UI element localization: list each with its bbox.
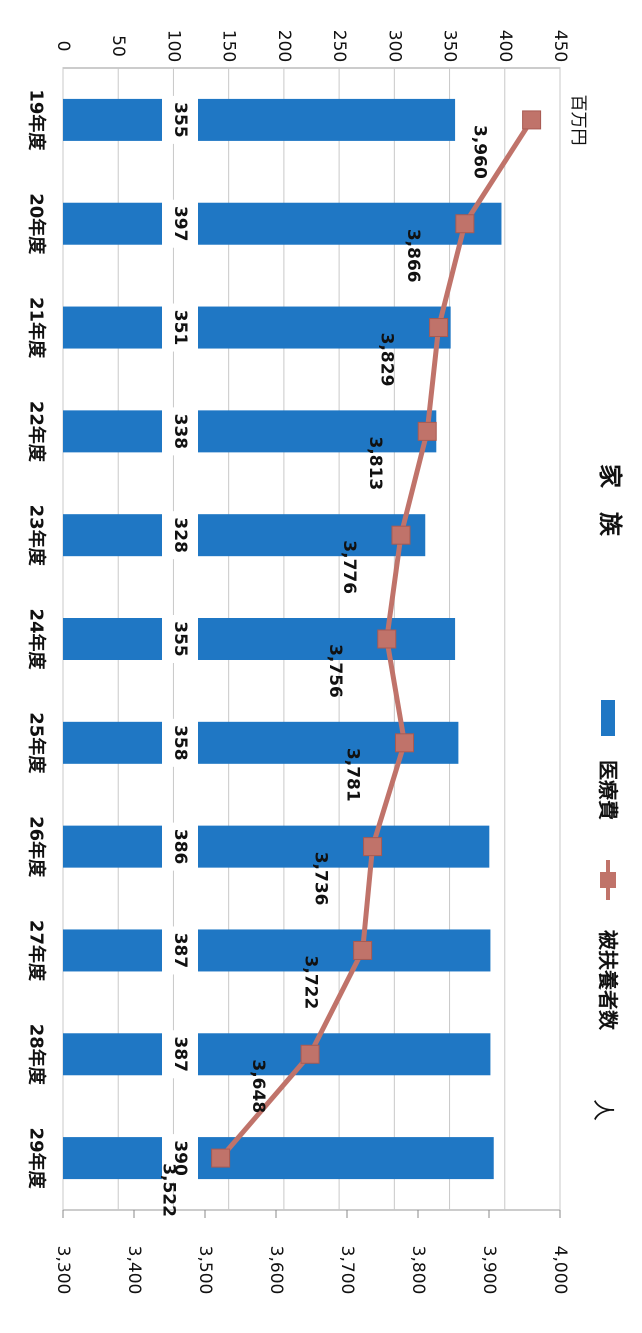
bar-label-bg xyxy=(162,1134,198,1183)
bar xyxy=(63,825,490,868)
line-data-label: 3,648 xyxy=(248,1059,268,1113)
category-label: 24年度 xyxy=(26,608,48,670)
legend-line-marker xyxy=(600,872,616,888)
line-marker xyxy=(211,1148,231,1168)
line-data-label: 3,813 xyxy=(365,436,385,490)
bar xyxy=(63,306,451,349)
left-axis-tick-label: 100 xyxy=(163,30,183,62)
legend-bar-swatch xyxy=(601,700,615,736)
left-axis-tick-label: 350 xyxy=(440,30,460,62)
category-label: 23年度 xyxy=(26,505,48,567)
line-marker xyxy=(429,318,449,338)
bar-data-label: 351 xyxy=(170,310,190,346)
line-marker xyxy=(522,110,542,130)
bar xyxy=(63,514,426,557)
line-marker xyxy=(391,525,411,545)
category-label: 26年度 xyxy=(26,816,48,878)
left-axis-tick-label: 200 xyxy=(274,30,294,62)
line-marker xyxy=(395,733,415,753)
line-data-label: 3,722 xyxy=(301,956,321,1010)
line-marker xyxy=(353,940,373,960)
line-data-label: 3,776 xyxy=(339,540,359,594)
right-axis-tick-label: 4,000 xyxy=(550,1246,570,1295)
bar-label-bg xyxy=(162,511,198,560)
bar-data-label: 390 xyxy=(170,1140,190,1176)
bar-data-label: 386 xyxy=(170,829,190,865)
bar xyxy=(63,1137,494,1180)
bar-label-bg xyxy=(162,718,198,767)
bar-label-bg xyxy=(162,1030,198,1079)
bar-label-bg xyxy=(162,926,198,975)
category-label: 27年度 xyxy=(26,920,48,982)
bar xyxy=(63,618,456,660)
bar xyxy=(63,929,491,972)
bar-label-bg xyxy=(162,407,198,456)
line-data-label: 3,756 xyxy=(325,644,345,698)
category-label: 22年度 xyxy=(26,401,48,463)
bar-data-label: 328 xyxy=(170,517,190,553)
line-data-label: 3,522 xyxy=(159,1163,179,1217)
category-label: 29年度 xyxy=(26,1128,48,1190)
line-marker xyxy=(377,629,397,649)
line-data-label: 3,960 xyxy=(470,125,490,179)
bar-data-label: 338 xyxy=(170,414,190,450)
bar-label-bg xyxy=(162,199,198,248)
right-axis-tick-label: 3,400 xyxy=(124,1246,144,1295)
bar xyxy=(63,202,502,245)
right-axis-unit: 人 xyxy=(590,1099,615,1121)
left-axis-tick-label: 250 xyxy=(329,30,349,62)
bar xyxy=(63,721,459,764)
line-marker xyxy=(363,837,383,857)
gridlines xyxy=(62,68,561,1218)
left-axis-tick-label: 50 xyxy=(108,35,128,57)
right-axis-tick-label: 3,600 xyxy=(266,1246,286,1295)
bar-data-label: 397 xyxy=(170,206,190,242)
category-label: 19年度 xyxy=(26,89,48,151)
category-label: 25年度 xyxy=(26,712,48,774)
left-axis-unit: 百万円 xyxy=(568,95,588,146)
bar-label-bg xyxy=(162,822,198,871)
category-label: 21年度 xyxy=(26,297,48,359)
line-marker xyxy=(300,1044,320,1064)
bar-data-label: 355 xyxy=(170,621,190,657)
bar-label-bg xyxy=(162,303,198,352)
bar-label-bg xyxy=(162,615,198,663)
category-label: 20年度 xyxy=(26,193,48,255)
legend-label-line: 被扶養者数 xyxy=(596,930,620,1031)
bar xyxy=(63,1033,491,1076)
line-marker xyxy=(455,214,475,234)
left-axis-tick-label: 450 xyxy=(550,30,570,62)
right-axis-tick-label: 3,900 xyxy=(479,1246,499,1295)
category-label: 28年度 xyxy=(26,1024,48,1086)
left-axis-tick-label: 0 xyxy=(53,41,73,52)
right-axis-tick-label: 3,500 xyxy=(195,1246,215,1295)
left-axis-tick-label: 300 xyxy=(384,30,404,62)
right-axis-tick-label: 3,300 xyxy=(53,1246,73,1295)
right-axis-tick-label: 3,800 xyxy=(408,1246,428,1295)
line-marker xyxy=(417,421,437,441)
legend-label-bar: 医療費 xyxy=(596,760,620,820)
line-data-label: 3,866 xyxy=(403,229,423,283)
bar-data-label: 387 xyxy=(170,933,190,969)
bar xyxy=(63,410,437,453)
line-data-label: 3,781 xyxy=(343,748,363,802)
line-data-label: 3,829 xyxy=(377,333,397,387)
line-data-label: 3,736 xyxy=(311,852,331,906)
left-axis-tick-label: 400 xyxy=(495,30,515,62)
right-axis-tick-label: 3,700 xyxy=(337,1246,357,1295)
bar-data-label: 355 xyxy=(170,102,190,138)
bar-data-label: 358 xyxy=(170,725,190,761)
chart-title: 家 族 xyxy=(596,464,624,537)
bar xyxy=(63,98,456,141)
left-axis-tick-label: 150 xyxy=(219,30,239,62)
bar-label-bg xyxy=(162,95,198,144)
bar-data-label: 387 xyxy=(170,1037,190,1073)
